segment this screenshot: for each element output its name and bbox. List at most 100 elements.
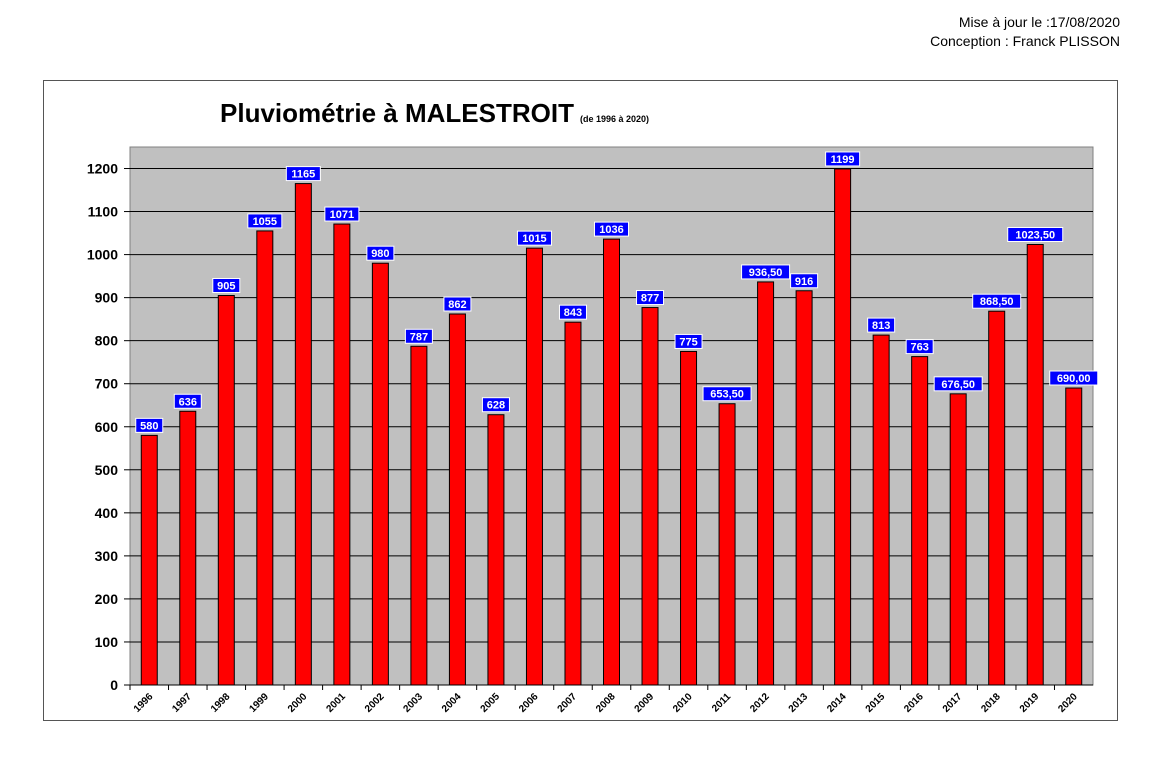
- bar: [140, 434, 158, 686]
- y-tick-label: 700: [95, 376, 119, 392]
- y-tick-label: 300: [95, 548, 119, 564]
- bar: [564, 321, 582, 686]
- bar: [834, 168, 852, 686]
- y-tick-label: 200: [95, 591, 119, 607]
- x-tick-label: 1998: [209, 691, 233, 715]
- x-tick-label: 2006: [517, 691, 541, 715]
- data-label: 843: [564, 307, 582, 319]
- y-tick-label: 100: [95, 634, 119, 650]
- data-label: 868,50: [980, 296, 1014, 308]
- bar: [371, 262, 389, 686]
- bar: [1026, 243, 1044, 686]
- x-tick-label: 2012: [748, 691, 772, 715]
- bar: [872, 334, 890, 686]
- data-label-bg: [674, 333, 703, 349]
- data-label-bg: [481, 397, 510, 413]
- bar: [911, 356, 929, 686]
- data-label: 676,50: [941, 379, 975, 391]
- data-label-bg: [933, 376, 983, 392]
- bar: [757, 281, 775, 686]
- data-label-bg: [825, 151, 861, 167]
- data-label-bg: [285, 166, 321, 182]
- bar: [179, 410, 197, 686]
- x-tick-label: 2016: [902, 691, 926, 715]
- data-label-bg: [443, 296, 472, 312]
- data-label: 775: [679, 336, 697, 348]
- data-label-bg: [135, 417, 164, 433]
- data-label: 653,50: [710, 389, 744, 401]
- data-label-bg: [324, 206, 360, 222]
- x-tick-label: 2019: [1018, 691, 1042, 715]
- data-label: 980: [371, 248, 389, 260]
- data-label-bg: [741, 264, 791, 280]
- data-label: 1036: [599, 224, 623, 236]
- y-tick-label: 600: [95, 419, 119, 435]
- data-label: 1165: [291, 169, 315, 181]
- chart-title: Pluviométrie à MALESTROIT (de 1996 à 2020…: [220, 98, 649, 129]
- x-tick-label: 2013: [787, 691, 811, 715]
- data-label-bg: [594, 221, 629, 237]
- x-tick-label: 2002: [363, 691, 387, 715]
- chart-subtitle: (de 1996 à 2020): [579, 114, 649, 124]
- x-tick-label: 1999: [247, 691, 271, 715]
- bar: [333, 223, 351, 686]
- data-label-bg: [404, 328, 433, 344]
- x-tick-label: 2004: [440, 691, 464, 715]
- data-label-bg: [1049, 370, 1099, 386]
- y-tick-label: 500: [95, 462, 119, 478]
- x-tick-label: 2003: [402, 691, 426, 715]
- data-label-bg: [247, 213, 283, 229]
- y-tick-label: 800: [95, 333, 119, 349]
- bar: [294, 183, 312, 686]
- x-tick-label: 2015: [864, 691, 888, 715]
- x-tick-label: 2020: [1056, 691, 1080, 715]
- bar: [410, 345, 428, 686]
- bar: [680, 350, 698, 686]
- x-tick-label: 2010: [671, 691, 695, 715]
- data-label: 862: [448, 299, 466, 311]
- bar: [1065, 387, 1083, 686]
- x-tick-label: 1996: [132, 691, 156, 715]
- y-tick-label: 0: [110, 677, 118, 693]
- chart-title-text: Pluviométrie à MALESTROIT: [220, 98, 574, 128]
- author-credit: Conception : Franck PLISSON: [930, 33, 1120, 49]
- x-tick-label: 2007: [556, 691, 580, 715]
- data-label: 787: [410, 331, 428, 343]
- x-tick-label: 2018: [979, 691, 1003, 715]
- data-label-bg: [558, 304, 587, 320]
- y-tick-label: 1100: [88, 204, 119, 220]
- bar: [641, 307, 659, 686]
- data-label-bg: [702, 386, 752, 402]
- data-label: 1071: [330, 209, 354, 221]
- data-label: 916: [795, 276, 813, 288]
- bar: [525, 247, 543, 686]
- data-label-bg: [212, 277, 241, 293]
- x-tick-label: 2014: [825, 691, 849, 715]
- y-tick-label: 1200: [87, 161, 118, 177]
- data-label-bg: [516, 230, 552, 246]
- data-label-bg: [173, 393, 202, 409]
- y-tick-label: 400: [95, 505, 119, 521]
- data-label: 1015: [522, 233, 546, 245]
- bar: [949, 393, 967, 686]
- data-label: 905: [217, 280, 235, 292]
- data-label: 1199: [831, 154, 855, 166]
- data-label: 690,00: [1057, 373, 1091, 385]
- data-label: 628: [487, 400, 505, 412]
- x-tick-label: 2008: [594, 691, 618, 715]
- x-tick-label: 2009: [633, 691, 657, 715]
- data-label: 1055: [253, 216, 277, 228]
- data-label: 877: [641, 293, 659, 305]
- data-label-bg: [366, 245, 395, 261]
- bar: [718, 403, 736, 686]
- x-tick-label: 2001: [324, 691, 348, 715]
- data-label-bg: [636, 290, 665, 306]
- data-label: 936,50: [749, 267, 783, 279]
- data-label-bg: [1007, 226, 1064, 242]
- y-tick-label: 900: [95, 290, 119, 306]
- data-label: 813: [872, 320, 890, 332]
- x-tick-label: 2005: [479, 691, 503, 715]
- x-tick-label: 2017: [941, 691, 965, 715]
- update-date: Mise à jour le :17/08/2020: [958, 14, 1120, 30]
